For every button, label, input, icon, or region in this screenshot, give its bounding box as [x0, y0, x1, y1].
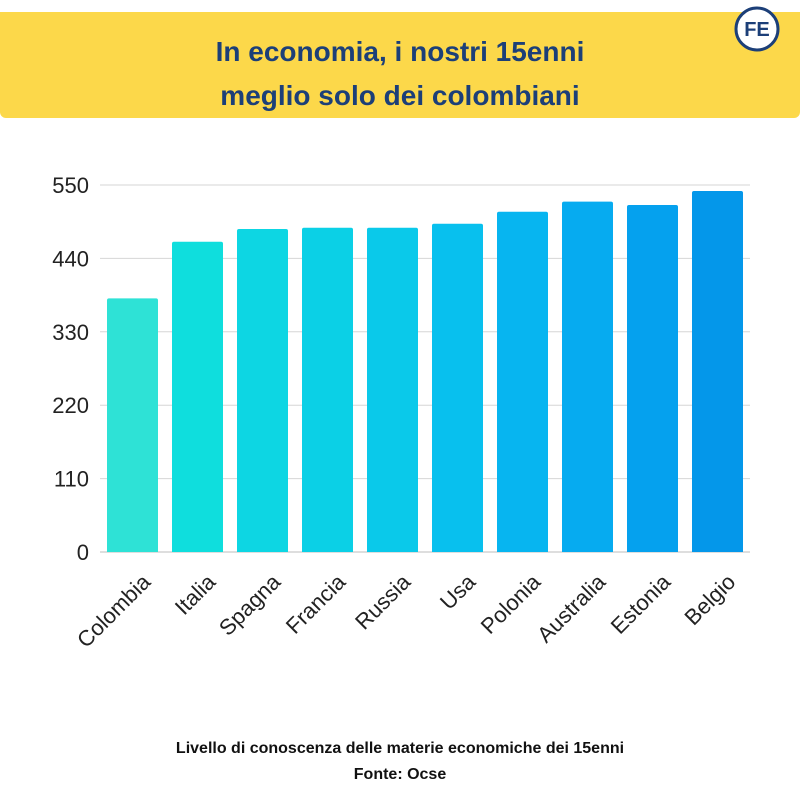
x-tick-label-belgio: Belgio — [679, 569, 740, 630]
title-banner — [0, 12, 800, 118]
bar-chart: 0 110 220 330 440 550 Colombia ItaliaSpagnaFra… — [52, 173, 750, 653]
y-tick-label: 220 — [52, 393, 89, 418]
x-tick-label-usa: Usa — [435, 569, 481, 615]
y-axis-tick-labels: 0 110 220 330 440 550 — [52, 173, 89, 565]
bar-usa — [432, 223, 483, 552]
y-tick-label: 110 — [54, 467, 89, 492]
bar-colombia — [107, 298, 158, 552]
bars — [107, 191, 743, 553]
bar-polonia — [497, 211, 548, 552]
caption-source: Fonte: Ocse — [353, 766, 447, 783]
y-tick-label: 440 — [52, 246, 89, 271]
logo-text: FE — [744, 19, 770, 41]
y-tick-label: 330 — [52, 320, 89, 345]
chart-caption: Livello di conoscenza delle materie econ… — [0, 736, 800, 788]
x-tick-label-francia: Francia — [281, 569, 351, 639]
x-tick-label-australia: Australia — [532, 569, 611, 648]
y-tick-label: 0 — [77, 540, 89, 565]
bar-francia — [302, 227, 353, 553]
bar-australia — [562, 201, 613, 552]
x-tick-label-russia: Russia — [350, 569, 416, 635]
fe-logo-icon: FE — [734, 6, 780, 52]
page-title: In economia, i nostri 15enni meglio solo… — [60, 30, 740, 118]
x-tick-label-estonia: Estonia — [606, 569, 676, 639]
caption-description: Livello di conoscenza delle materie econ… — [175, 740, 625, 757]
title-line-1: In economia, i nostri 15enni — [215, 36, 585, 67]
bar-spagna — [237, 229, 288, 553]
x-tick-label-spagna: Spagna — [214, 569, 286, 641]
bar-belgio — [692, 191, 743, 553]
x-tick-label-colombia: Colombia — [72, 569, 156, 653]
title-line-2: meglio solo dei colombiani — [220, 80, 580, 111]
bar-estonia — [627, 205, 678, 552]
x-tick-label-italia: Italia — [170, 569, 221, 620]
bar-russia — [367, 227, 418, 553]
y-tick-label: 550 — [52, 173, 89, 198]
bar-italia — [172, 241, 223, 552]
